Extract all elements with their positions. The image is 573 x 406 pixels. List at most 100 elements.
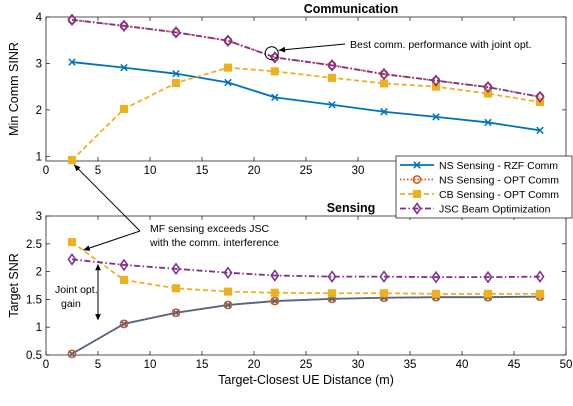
data-point (432, 113, 440, 121)
x-tick-label: 20 (248, 359, 261, 371)
plot-communication: 051015202530354045501234CommunicationMin… (7, 2, 572, 177)
legend-label: CB Sensing - OPT Comm (439, 189, 559, 201)
annotation-layer: Best comm. performance with joint opt. MF… (55, 39, 532, 321)
data-point (120, 63, 128, 72)
annotation-arrowhead (74, 164, 81, 172)
data-point (270, 269, 280, 282)
annotation-best-comm: Best comm. performance with joint opt. (350, 39, 532, 51)
data-point (327, 59, 337, 72)
data-point (379, 79, 389, 88)
data-point (171, 308, 181, 318)
data-point (223, 287, 233, 296)
data-point (271, 93, 279, 102)
data-point (270, 296, 280, 306)
gain-arrowhead-down (95, 314, 101, 321)
series-line (71, 61, 541, 132)
legend-entry-jsc-beam-optimization: JSC Beam Optimization (400, 202, 551, 216)
legend-label: JSC Beam Optimization (439, 204, 551, 216)
data-point (67, 238, 77, 247)
x-tick-label: 45 (508, 359, 521, 371)
x-tick-label: 50 (560, 359, 573, 371)
legend-entry-ns-sensing-rzf-comm: NS Sensing - RZF Comm (400, 160, 558, 172)
y-axis-label: Min Comm SINR (7, 42, 21, 136)
data-point (379, 289, 389, 298)
data-point (483, 89, 493, 98)
data-point (223, 266, 233, 279)
legend-marker (413, 161, 421, 169)
y-tick-label: 3 (36, 58, 42, 70)
x-tick-label: 0 (43, 165, 49, 177)
x-tick-label: 0 (43, 359, 49, 371)
annotation-joint-gain: Joint opt. (55, 284, 98, 296)
y-tick-label: 4 (36, 12, 43, 24)
data-point (119, 319, 129, 329)
y-tick-label: 2.5 (26, 239, 42, 251)
series-cb-sensing-opt-comm (67, 238, 545, 298)
data-point (223, 63, 233, 72)
legend: NS Sensing - RZF Comm NS Sensing - OPT Co… (395, 155, 573, 219)
data-point (483, 270, 493, 284)
y-tick-label: 1 (36, 322, 42, 334)
axes-box (45, 16, 567, 162)
chart-title: Communication (304, 2, 398, 16)
x-tick-label: 5 (95, 165, 101, 177)
data-point (224, 78, 232, 87)
data-point (483, 289, 493, 298)
highlight-circle (264, 46, 279, 61)
series-line (71, 18, 541, 98)
x-tick-label: 25 (300, 165, 313, 177)
x-tick-label: 10 (144, 165, 157, 177)
series-line (71, 295, 541, 355)
series-ns-sensing-rzf-comm (68, 58, 544, 135)
annotation-arrow (73, 164, 141, 232)
gain-arrowhead-up (95, 263, 101, 271)
data-point (67, 349, 77, 359)
data-point (535, 289, 545, 298)
data-point (327, 73, 337, 82)
y-tick-label: 1 (36, 151, 42, 163)
legend-marker (412, 202, 422, 215)
data-point (270, 288, 279, 297)
data-point (327, 289, 337, 298)
data-point (431, 270, 441, 284)
x-tick-label: 20 (248, 165, 261, 177)
annotation-arrowhead (278, 46, 286, 53)
annotation-mf-sensing-2: with the comm. interference (149, 237, 279, 249)
data-point (67, 253, 77, 266)
series-line (71, 241, 540, 295)
x-tick-label: 30 (352, 359, 365, 371)
data-point (271, 297, 279, 305)
data-point (535, 270, 545, 283)
data-point (119, 258, 129, 272)
annotation-arrow (278, 43, 346, 51)
y-tick-label: 3 (36, 211, 42, 223)
x-tick-label: 15 (196, 165, 209, 177)
legend-entry-cb-sensing-opt-comm: CB Sensing - OPT Comm (400, 189, 559, 201)
x-tick-label: 25 (300, 359, 313, 371)
data-point (379, 67, 389, 81)
data-point (223, 300, 233, 310)
x-tick-label: 40 (456, 359, 469, 371)
data-point (535, 90, 545, 104)
series-line (71, 258, 541, 279)
y-tick-label: 2 (36, 105, 42, 117)
legend-entry-ns-sensing-opt-comm: NS Sensing - OPT Comm (400, 175, 559, 187)
plot-sensing: 0 5 10 15 20 25 30 35 40 45 50 0.5 1 1.5 2 2.5 3 Sensing T… (7, 201, 572, 387)
data-point (379, 270, 389, 283)
y-tick-label: 0.5 (26, 350, 42, 362)
data-point (328, 101, 336, 109)
data-point (171, 262, 181, 276)
x-tick-label: 5 (95, 359, 101, 371)
y-axis-label: Target SNR (7, 253, 21, 318)
data-point (327, 270, 337, 283)
chart-title: Sensing (327, 201, 376, 215)
legend-marker (412, 175, 422, 184)
data-point (67, 13, 77, 27)
data-point (270, 67, 279, 76)
data-point (171, 284, 181, 293)
legend-label: NS Sensing - RZF Comm (439, 160, 558, 172)
x-tick-label: 35 (404, 359, 417, 371)
series-line (71, 66, 541, 161)
data-point (380, 108, 388, 116)
